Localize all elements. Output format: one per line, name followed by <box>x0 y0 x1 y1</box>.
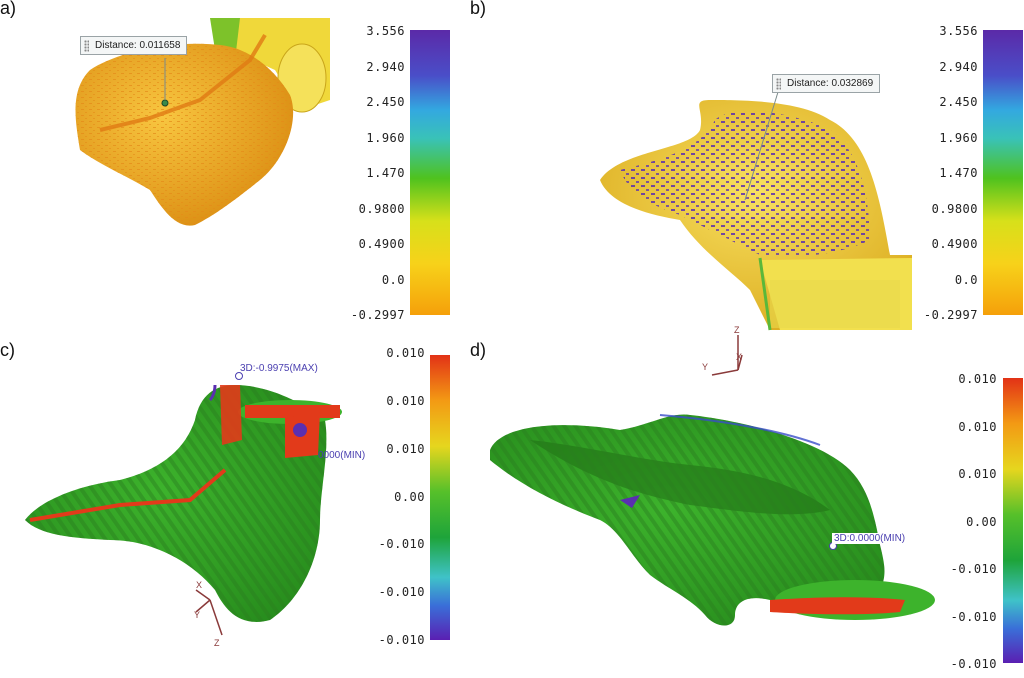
scale-tick-label: 2.450 <box>939 95 978 109</box>
panel-c-axis-y: Y <box>194 610 201 620</box>
scale-tick-label: 0.010 <box>958 372 997 386</box>
scale-tick-label: 0.4900 <box>358 237 405 251</box>
panel-c-label: c) <box>0 340 15 360</box>
panel-a-distance-callout[interactable]: Distance: 0.011658 <box>80 36 188 55</box>
scale-tick-label: 0.00 <box>394 489 425 504</box>
panel-a-label: a) <box>0 0 17 18</box>
panel-a-model <box>75 18 330 226</box>
panel-b-distance-text: Distance: 0.032869 <box>787 78 874 89</box>
scale-tick-label: 1.470 <box>939 166 978 180</box>
scale-tick-label: 3.556 <box>939 24 978 38</box>
scale-tick-label: 0.010 <box>386 393 425 408</box>
scale-tick-label: 0.9800 <box>358 201 405 216</box>
scale-tick-label: 3.556 <box>366 24 405 38</box>
panel-c-color-scale <box>430 355 450 640</box>
panel-b-color-scale <box>983 30 1023 315</box>
panel-b-axis-z: Z <box>734 325 740 335</box>
scale-tick-label: 0.010 <box>958 419 997 434</box>
scale-tick-label: -0.010 <box>378 585 425 600</box>
panel-b-distance-callout[interactable]: Distance: 0.032869 <box>772 74 881 93</box>
panel-b-label: b) <box>470 0 487 18</box>
scale-tick-label: -0.2997 <box>350 308 405 322</box>
panel-d-min-annotation: 3D:0.0000(MIN) <box>832 533 908 544</box>
scale-tick-label: 0.0 <box>954 272 978 287</box>
panel-b-axis-y: Y <box>702 362 709 372</box>
scale-tick-label: -0.010 <box>378 537 425 552</box>
grip-icon <box>84 40 89 52</box>
scale-tick-label: 0.010 <box>386 441 425 456</box>
scale-tick-label: 0.010 <box>958 467 997 481</box>
scale-tick-label: 1.470 <box>366 166 405 180</box>
panel-a-distance-text: Distance: 0.011658 <box>95 40 181 51</box>
panel-a-color-scale <box>410 30 450 315</box>
scale-tick-label: 0.010 <box>386 346 425 360</box>
scale-tick-label: -0.2997 <box>923 308 978 322</box>
panel-d-model <box>490 414 935 626</box>
panel-c-min-annotation: 0000(MIN) <box>318 450 366 461</box>
panel-c-max-annotation: 3D:-0.9975(MAX) <box>240 363 318 374</box>
scale-tick-label: -0.010 <box>378 633 425 647</box>
scale-tick-label: 0.4900 <box>931 237 978 251</box>
panel-c-model <box>25 372 342 622</box>
panel-c-axis-z: Z <box>214 638 220 648</box>
scale-tick-label: -0.010 <box>950 609 997 624</box>
scale-tick-label: -0.010 <box>950 657 997 671</box>
panel-b-model <box>600 91 912 331</box>
panel-b-axis-x: X <box>736 352 743 362</box>
grip-icon <box>776 78 781 90</box>
scale-tick-label: 1.960 <box>366 130 405 145</box>
panel-d-color-scale <box>1003 378 1023 663</box>
scale-tick-label: -0.010 <box>950 562 997 576</box>
panel-c-axes <box>195 589 223 636</box>
scale-tick-label: 2.940 <box>366 59 405 74</box>
scale-tick-label: 0.00 <box>966 514 997 529</box>
panel-c-axis-x: X <box>196 580 203 590</box>
scale-tick-label: 0.0 <box>381 272 405 287</box>
panel-d-label: d) <box>470 340 487 360</box>
panel-b-axes <box>711 335 743 376</box>
scale-tick-label: 2.450 <box>366 95 405 109</box>
scale-tick-label: 2.940 <box>939 59 978 74</box>
scale-tick-label: 1.960 <box>939 130 978 145</box>
scale-tick-label: 0.9800 <box>931 201 978 216</box>
